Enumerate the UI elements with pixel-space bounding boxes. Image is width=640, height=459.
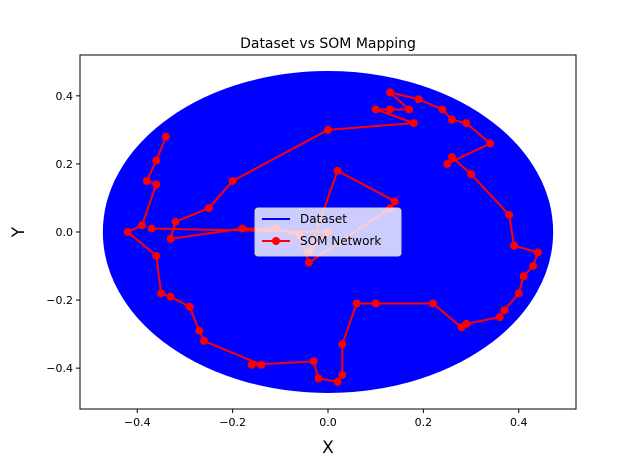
legend-som-marker: [272, 237, 280, 245]
som-node: [238, 224, 247, 233]
som-node: [152, 156, 161, 165]
som-node: [147, 224, 156, 233]
x-axis-ticks: −0.4 −0.2 0.0 0.2 0.4: [124, 409, 528, 429]
som-node: [333, 377, 342, 386]
som-edge: [466, 316, 500, 325]
som-node: [409, 119, 418, 128]
y-axis-label: Y: [9, 226, 29, 238]
x-tick-label: −0.4: [124, 416, 151, 429]
x-tick-label: 0.0: [319, 416, 337, 429]
som-node: [529, 262, 538, 271]
som-node: [304, 258, 313, 267]
x-tick-label: 0.4: [510, 416, 528, 429]
som-node: [338, 370, 347, 379]
legend-box: [254, 207, 402, 257]
som-edge: [375, 108, 415, 125]
som-node: [338, 340, 347, 349]
som-node: [462, 119, 471, 128]
som-node: [371, 299, 380, 308]
som-node: [510, 241, 518, 250]
legend: Dataset SOM Network: [254, 207, 402, 257]
som-node: [152, 251, 161, 260]
x-axis-label: X: [322, 438, 334, 458]
som-node: [414, 95, 423, 104]
x-tick-label: 0.2: [415, 416, 433, 429]
som-edge: [188, 306, 201, 332]
som-edge: [208, 180, 234, 209]
som-node: [505, 210, 514, 219]
legend-som-label: SOM Network: [300, 234, 381, 248]
som-node: [185, 302, 194, 311]
som-edge: [341, 303, 358, 345]
som-edge: [470, 173, 510, 216]
som-node: [514, 289, 523, 298]
y-tick-label: −0.4: [46, 362, 73, 375]
som-network-nodes: [123, 88, 542, 386]
som-node: [467, 170, 476, 179]
legend-dataset-label: Dataset: [300, 212, 347, 226]
y-axis-ticks: −0.4 −0.2 0.0 0.2 0.4: [46, 90, 80, 375]
som-node: [166, 234, 175, 243]
som-node: [161, 132, 170, 141]
y-tick-label: 0.4: [56, 90, 74, 103]
som-node: [386, 88, 394, 97]
som-edge: [141, 184, 158, 226]
som-node: [495, 313, 504, 322]
som-node: [500, 306, 509, 315]
y-tick-label: 0.0: [56, 226, 74, 239]
som-edge: [155, 255, 163, 294]
som-node: [352, 299, 361, 308]
y-tick-label: −0.2: [46, 294, 73, 307]
som-node: [247, 360, 256, 369]
som-node: [171, 217, 180, 226]
som-edge: [418, 98, 443, 111]
som-edge: [432, 302, 463, 329]
som-node: [200, 336, 208, 345]
som-edge: [389, 91, 419, 101]
som-node: [448, 115, 456, 124]
som-node: [443, 159, 452, 168]
som-edge: [446, 142, 491, 165]
som-node: [386, 105, 394, 114]
som-node: [428, 299, 437, 308]
som-edge: [465, 122, 491, 145]
som-node: [157, 289, 166, 298]
som-node: [333, 166, 342, 175]
som-edge: [513, 244, 539, 254]
som-edge: [389, 91, 410, 111]
som-node: [519, 272, 528, 281]
som-edge: [508, 214, 515, 246]
som-node: [166, 292, 175, 301]
som-node: [438, 105, 447, 114]
som-edge: [337, 169, 396, 203]
som-node: [257, 360, 266, 369]
som-node: [462, 319, 471, 328]
som-node: [533, 248, 542, 257]
som-edge: [127, 231, 157, 257]
som-edge: [155, 136, 167, 161]
som-edge: [232, 129, 329, 182]
som-node: [123, 228, 132, 236]
som-edge: [175, 207, 210, 223]
som-node: [314, 374, 323, 383]
som-node: [405, 105, 414, 114]
y-tick-label: 0.2: [56, 158, 74, 171]
som-node: [228, 176, 237, 185]
som-node: [142, 176, 151, 185]
som-node: [138, 221, 146, 230]
chart-title: Dataset vs SOM Mapping: [240, 36, 416, 52]
som-node: [486, 139, 495, 148]
som-node: [204, 204, 213, 213]
som-node: [448, 153, 456, 162]
som-node: [390, 197, 399, 206]
som-node: [152, 180, 161, 189]
som-node: [195, 326, 204, 335]
som-node: [309, 357, 318, 366]
som-node: [324, 125, 332, 134]
som-node: [371, 105, 380, 114]
som-edge: [327, 122, 414, 131]
x-tick-label: −0.2: [219, 416, 246, 429]
